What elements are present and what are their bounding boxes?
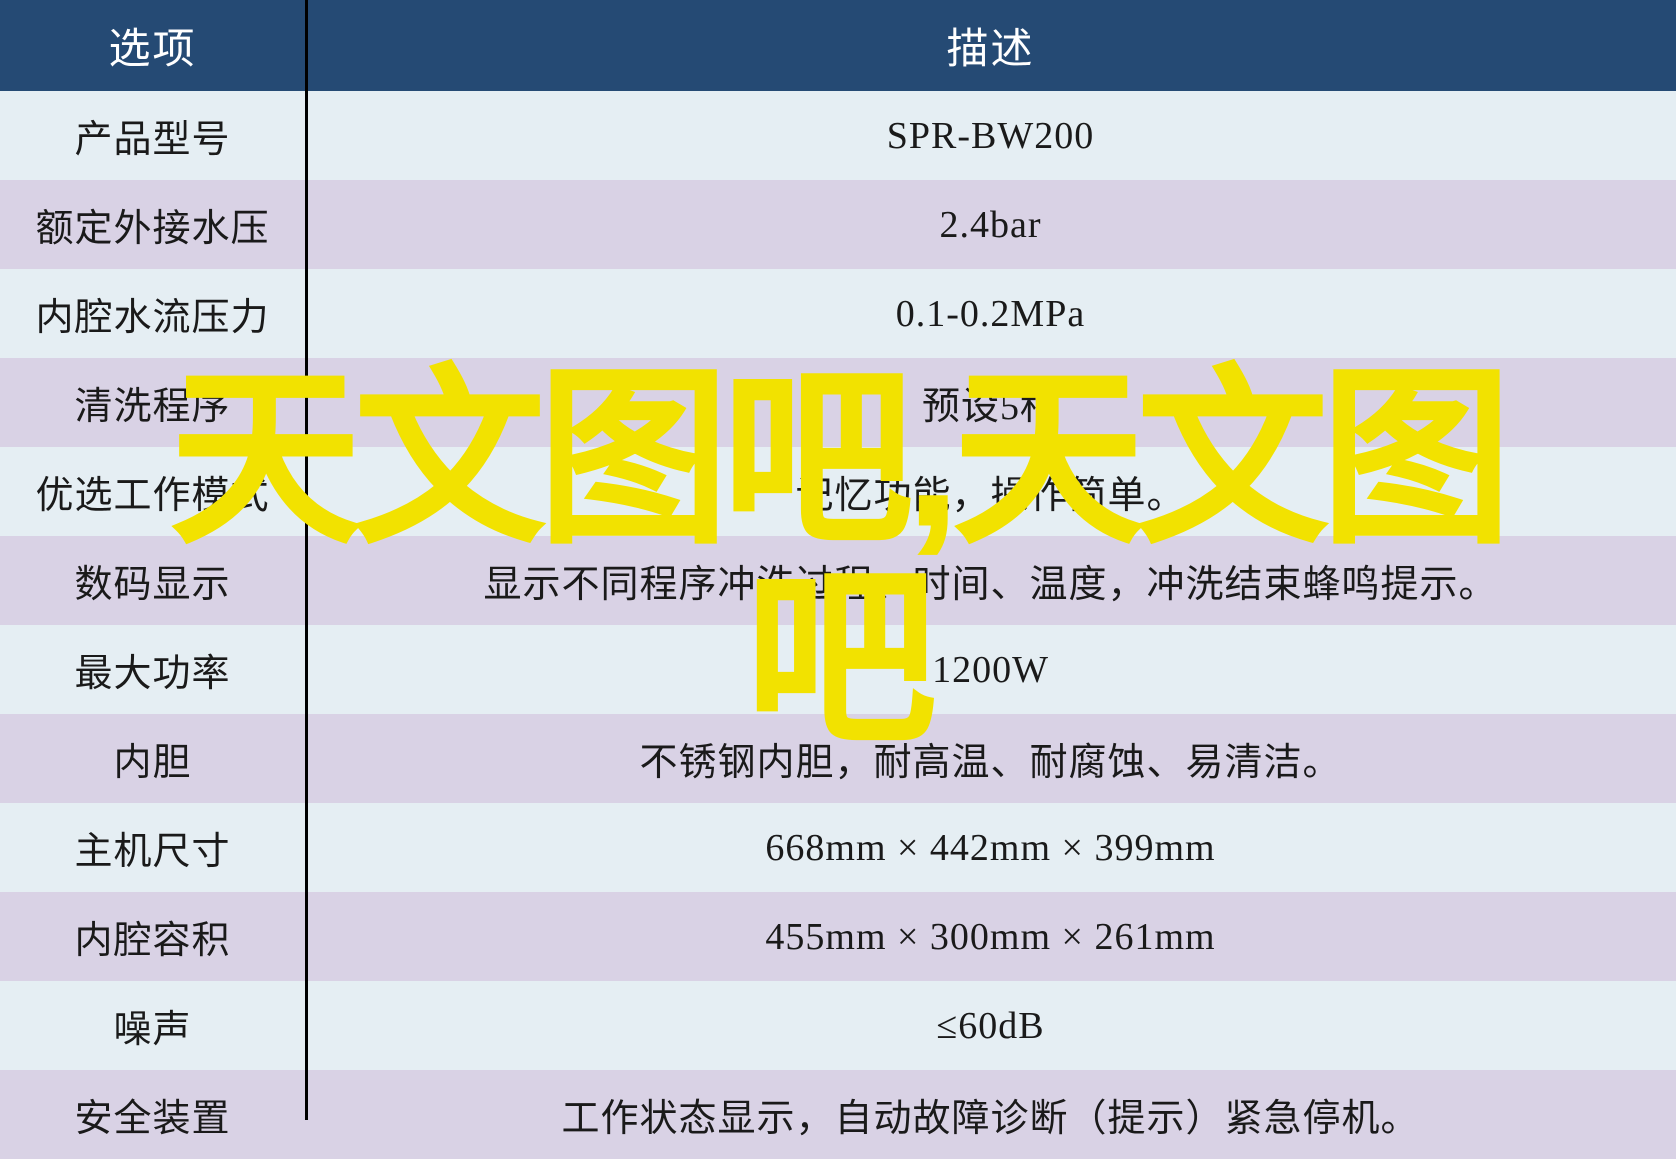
table-row: 数码显示 显示不同程序冲洗过程、时间、温度，冲洗结束蜂鸣提示。 [0, 536, 1676, 625]
table-row: 最大功率 1200W [0, 625, 1676, 714]
cell-desc: 2.4bar [305, 180, 1676, 269]
table-row: 主机尺寸 668mm × 442mm × 399mm [0, 803, 1676, 892]
cell-option: 额定外接水压 [0, 180, 305, 269]
cell-desc: 记忆功能，操作简单。 [305, 447, 1676, 536]
cell-desc: 0.1-0.2MPa [305, 269, 1676, 358]
table-row: 噪声 ≤60dB [0, 981, 1676, 1070]
cell-option: 数码显示 [0, 536, 305, 625]
cell-option: 清洗程序 [0, 358, 305, 447]
col-header-description: 描述 [305, 0, 1676, 91]
cell-option: 内胆 [0, 714, 305, 803]
cell-desc: 668mm × 442mm × 399mm [305, 803, 1676, 892]
cell-desc: 455mm × 300mm × 261mm [305, 892, 1676, 981]
cell-desc: 工作状态显示，自动故障诊断（提示）紧急停机。 [305, 1070, 1676, 1159]
cell-desc: SPR-BW200 [305, 91, 1676, 180]
cell-option: 产品型号 [0, 91, 305, 180]
table-row: 内腔水流压力 0.1-0.2MPa [0, 269, 1676, 358]
cell-desc: 不锈钢内胆，耐高温、耐腐蚀、易清洁。 [305, 714, 1676, 803]
cell-option: 内腔水流压力 [0, 269, 305, 358]
col-header-option: 选项 [0, 0, 305, 91]
table-row: 优选工作模式 记忆功能，操作简单。 [0, 447, 1676, 536]
table-row: 内腔容积 455mm × 300mm × 261mm [0, 892, 1676, 981]
table-row: 清洗程序 预设5种 [0, 358, 1676, 447]
cell-option: 内腔容积 [0, 892, 305, 981]
cell-option: 最大功率 [0, 625, 305, 714]
cell-option: 主机尺寸 [0, 803, 305, 892]
table-header-row: 选项 描述 [0, 0, 1676, 91]
cell-desc: 1200W [305, 625, 1676, 714]
cell-desc: 显示不同程序冲洗过程、时间、温度，冲洗结束蜂鸣提示。 [305, 536, 1676, 625]
table-row: 安全装置 工作状态显示，自动故障诊断（提示）紧急停机。 [0, 1070, 1676, 1159]
table-row: 额定外接水压 2.4bar [0, 180, 1676, 269]
column-divider [305, 0, 308, 1120]
cell-option: 安全装置 [0, 1070, 305, 1159]
cell-desc: ≤60dB [305, 981, 1676, 1070]
cell-option: 优选工作模式 [0, 447, 305, 536]
table-row: 内胆 不锈钢内胆，耐高温、耐腐蚀、易清洁。 [0, 714, 1676, 803]
cell-desc: 预设5种 [305, 358, 1676, 447]
cell-option: 噪声 [0, 981, 305, 1070]
spec-table: 选项 描述 产品型号 SPR-BW200 额定外接水压 2.4bar 内腔水流压… [0, 0, 1676, 1159]
table-row: 产品型号 SPR-BW200 [0, 91, 1676, 180]
